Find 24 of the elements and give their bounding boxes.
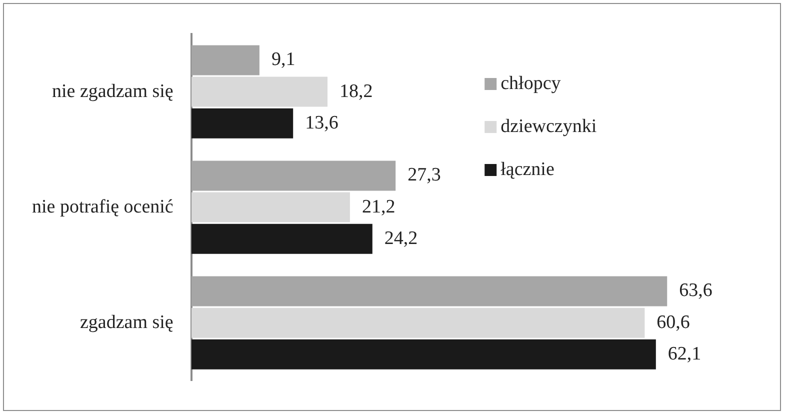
bar (191, 160, 396, 191)
data-label: 21,2 (362, 196, 396, 218)
bar (191, 108, 294, 138)
bar (191, 276, 668, 306)
data-label: 63,6 (679, 280, 712, 302)
data-label: 60,6 (656, 312, 690, 333)
bar (191, 45, 260, 76)
bar (191, 308, 645, 338)
data-label: 24,2 (384, 228, 418, 249)
legend-label: dziewczynki (500, 116, 597, 137)
bar (191, 192, 350, 222)
bar (191, 224, 372, 254)
data-label: 62,1 (668, 343, 702, 364)
data-label: 18,2 (340, 80, 373, 102)
legend-label: łącznie (500, 158, 554, 180)
y-tick-label: nie zgadzam się (52, 80, 174, 102)
bar (191, 339, 656, 370)
y-tick-label: zgadzam się (80, 312, 174, 333)
data-label: 9,1 (271, 49, 296, 70)
legend-label: chłopcy (500, 72, 562, 94)
data-label: 13,6 (305, 112, 338, 134)
bar (191, 76, 328, 107)
data-label: 27,3 (408, 164, 441, 186)
y-tick-label: nie potrafię ocenić (32, 196, 174, 218)
